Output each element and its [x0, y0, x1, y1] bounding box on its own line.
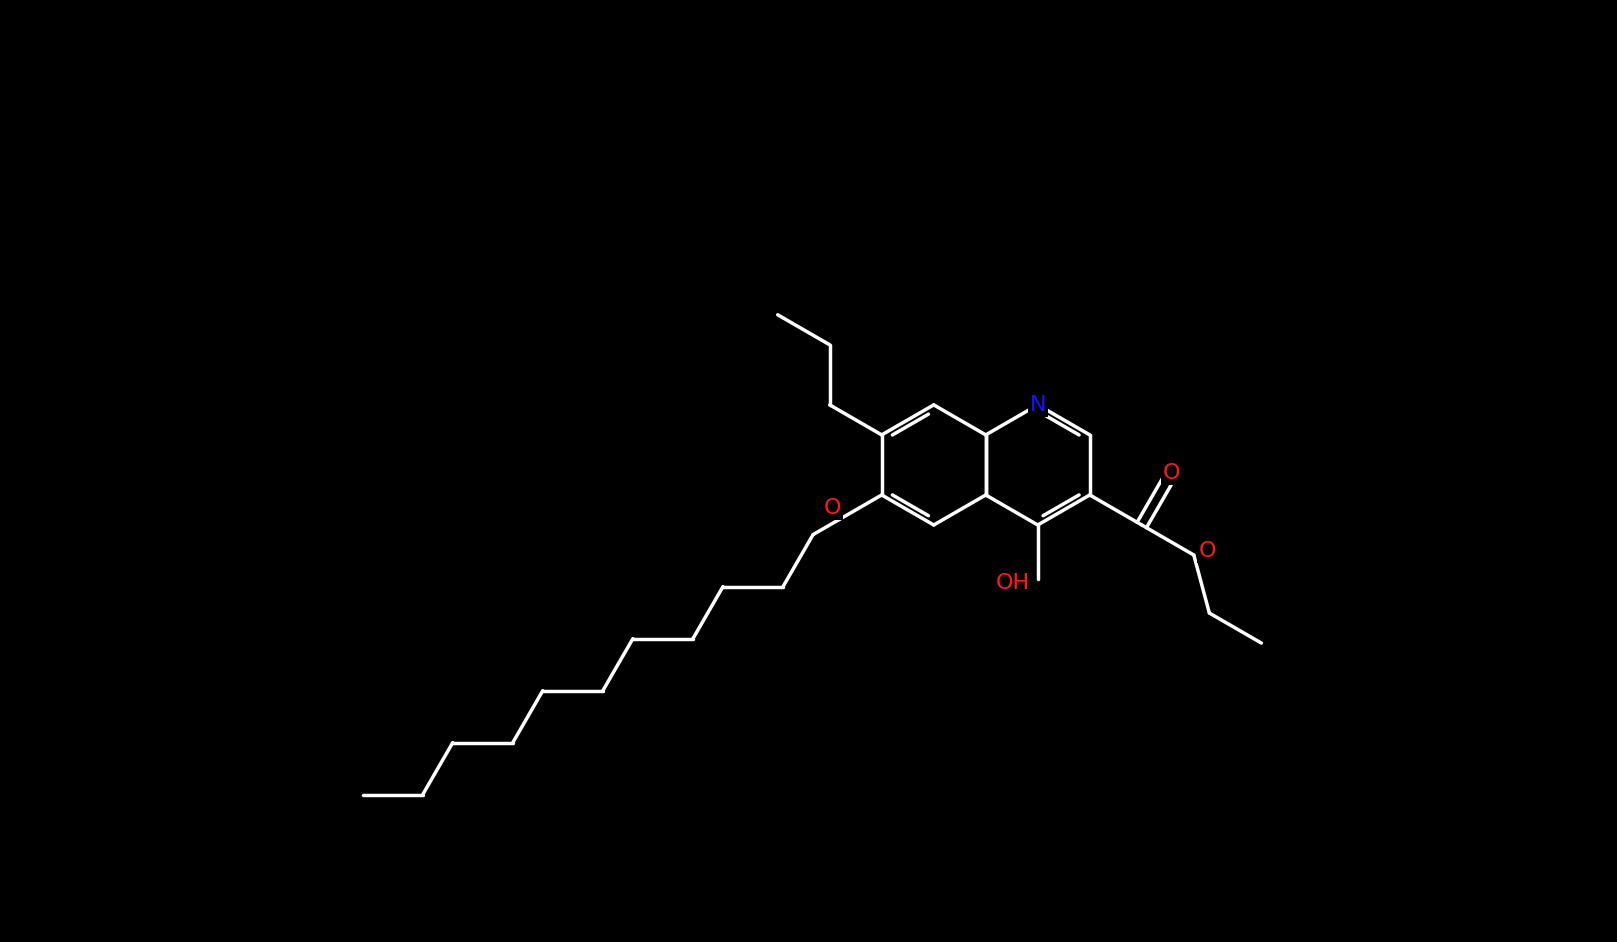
Text: O: O — [1198, 541, 1216, 561]
Text: N: N — [1030, 395, 1046, 414]
Text: O: O — [825, 498, 842, 518]
Text: O: O — [1163, 463, 1180, 483]
Text: OH: OH — [996, 573, 1030, 593]
